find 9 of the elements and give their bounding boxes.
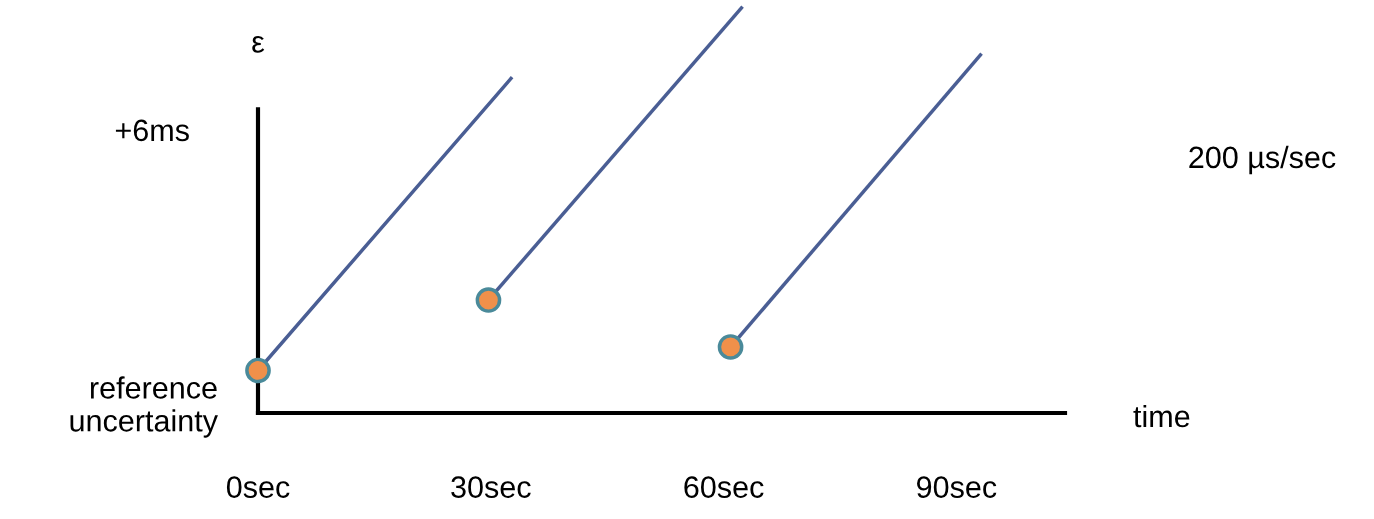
x-tick-label: 30sec [451,476,531,498]
text: reference uncertainty [70,376,218,438]
text: 200 µs/sec [1189,145,1336,175]
x-tick-label: 0sec [226,476,290,498]
text: +6ms [115,119,189,142]
y-axis-title: ε [252,35,265,53]
x-tick-label: 60sec [684,476,764,498]
x-tick-label: 90sec [917,476,997,498]
x-axis-title: time [1133,404,1190,428]
